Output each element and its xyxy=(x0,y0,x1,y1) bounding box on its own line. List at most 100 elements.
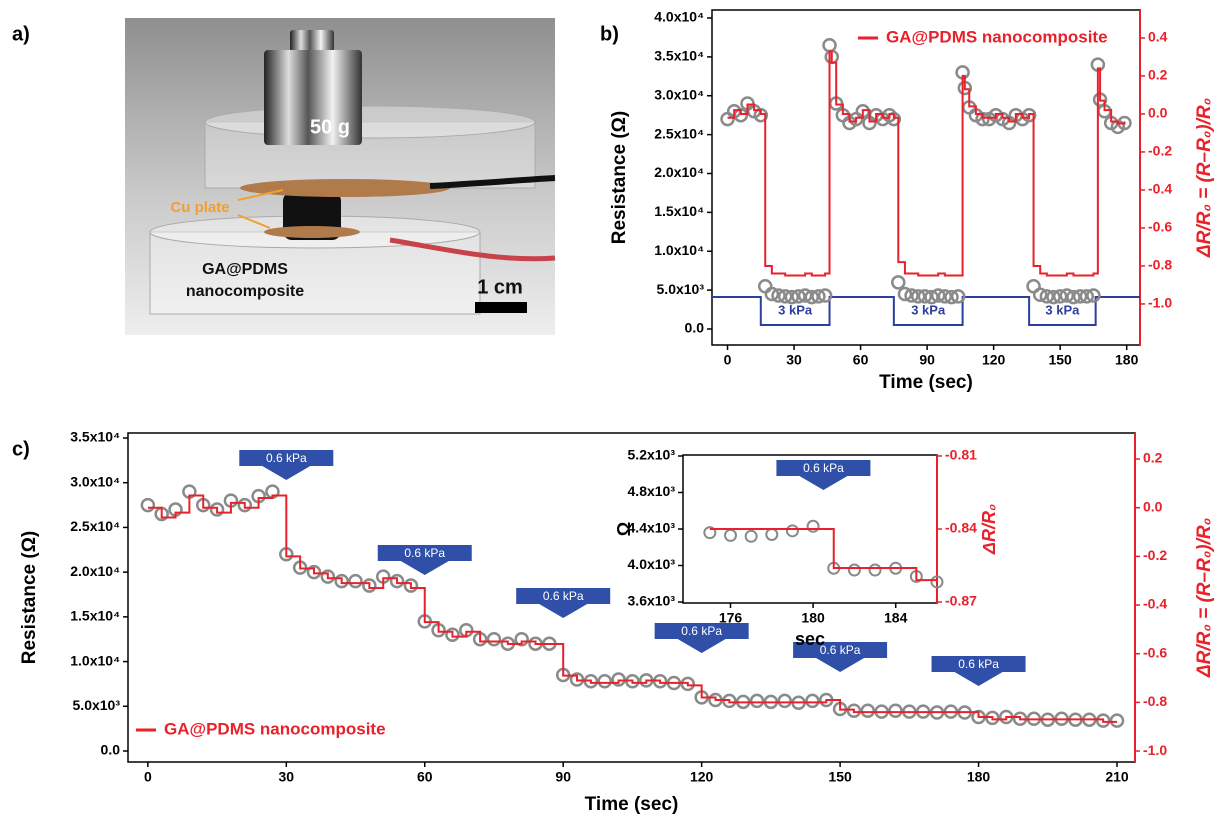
panel-label: c) xyxy=(12,438,30,460)
y-tick-label: 2.5x10⁴ xyxy=(70,518,120,534)
y-tick-label: 1.5x10⁴ xyxy=(654,203,704,219)
data-point xyxy=(868,563,882,577)
y-tick-label: 3.0x10⁴ xyxy=(70,473,120,489)
data-point xyxy=(917,289,933,304)
data-point xyxy=(403,578,419,593)
pressure-line xyxy=(712,296,1140,326)
annotation: 3 kPa xyxy=(1045,302,1080,317)
y-tick-label: 4.0x10⁴ xyxy=(654,9,704,25)
y2-tick-label: 0.0 xyxy=(1143,498,1163,514)
cu-plate-upper xyxy=(240,179,450,197)
data-point xyxy=(389,573,405,589)
data-point xyxy=(486,631,502,647)
y2-tick-label: -0.2 xyxy=(1143,547,1167,563)
y2-tick-label: -1.0 xyxy=(1148,295,1172,311)
x-tick-label: 176 xyxy=(719,610,743,626)
y2-tick-label: -0.6 xyxy=(1143,644,1167,660)
data-point xyxy=(846,703,862,719)
data-point xyxy=(1039,289,1055,304)
data-point xyxy=(785,524,799,538)
y2-tick-label: -0.6 xyxy=(1148,219,1172,235)
data-point xyxy=(611,672,626,687)
data-point xyxy=(140,497,156,513)
y2-tick-label: 0.4 xyxy=(1148,29,1168,45)
pressure-arrow xyxy=(793,642,888,672)
data-line xyxy=(709,528,937,582)
upper-dish-rim xyxy=(204,105,536,139)
data-point xyxy=(362,578,377,593)
cu-label: Cu plate xyxy=(170,199,229,216)
data-point xyxy=(1072,289,1088,304)
y2-tick-label: -0.87 xyxy=(945,593,977,609)
legend-label: GA@PDMS nanocomposite xyxy=(164,719,386,738)
x-tick-label: 120 xyxy=(690,769,714,785)
data-line xyxy=(727,50,1126,277)
data-point xyxy=(237,497,253,513)
y2-tick-label: -0.2 xyxy=(1148,143,1172,159)
data-point xyxy=(445,627,460,642)
data-point xyxy=(320,569,336,584)
y2-tick-label: -0.4 xyxy=(1148,181,1172,197)
x-tick-label: 150 xyxy=(828,769,852,785)
annotation: 0.6 kPa xyxy=(958,657,999,671)
y-tick-label: 1.0x10⁴ xyxy=(654,242,704,258)
leader-line xyxy=(237,189,284,201)
data-point xyxy=(1079,289,1095,304)
data-point xyxy=(944,289,959,305)
data-point xyxy=(749,693,765,709)
x-tick-label: 60 xyxy=(417,769,433,785)
x-axis-title: Time (sec) xyxy=(879,372,973,393)
annotation: 0.6 kPa xyxy=(266,451,307,465)
x-tick-label: 60 xyxy=(853,352,869,368)
data-point xyxy=(904,288,919,303)
y-tick-label: 3.0x10⁴ xyxy=(654,86,704,102)
data-point xyxy=(860,703,876,719)
data-point xyxy=(791,289,806,304)
x-tick-label: 0 xyxy=(144,769,152,785)
y-axis-title: Resistance (Ω) xyxy=(609,111,630,245)
sample-label: nanocomposite xyxy=(186,283,304,300)
photo: 50 g Cu plate GA@PDMS nanocomposite 1 cm xyxy=(125,18,556,335)
data-point xyxy=(680,676,696,692)
data-point xyxy=(306,564,322,580)
data-point xyxy=(771,288,786,303)
data-point xyxy=(847,563,861,577)
data-point xyxy=(1109,713,1125,728)
data-point xyxy=(817,288,833,303)
data-point xyxy=(888,703,903,719)
data-line xyxy=(147,494,1117,723)
data-point xyxy=(897,286,913,302)
red-wire xyxy=(389,237,556,262)
weight-body xyxy=(264,50,362,145)
data-point xyxy=(569,672,585,687)
pressure-arrow xyxy=(931,656,1026,686)
scale-bar xyxy=(475,302,527,313)
weight-label: 50 g xyxy=(310,116,350,138)
data-point xyxy=(1046,289,1061,305)
data-point xyxy=(777,693,792,709)
y2-tick-label: -1.0 xyxy=(1143,742,1167,758)
y-tick-label: 3.5x10⁴ xyxy=(654,48,704,64)
y-tick-label: 4.0x10³ xyxy=(628,556,676,572)
y-tick-label: 0.0 xyxy=(685,320,705,336)
data-point xyxy=(209,502,225,517)
y2-tick-label: -0.8 xyxy=(1148,257,1172,273)
x-tick-label: 210 xyxy=(1105,769,1129,785)
pressure-arrow xyxy=(654,623,749,653)
y2-axis-title: ΔR/R₀ = (R–R₀)/R₀ xyxy=(1194,518,1215,678)
data-point xyxy=(764,286,780,302)
y2-axis-title: ΔR/R₀ = (R–R₀)/R₀ xyxy=(1194,98,1215,258)
annotation: 0.6 kPa xyxy=(404,546,445,560)
y-tick-label: 2.5x10⁴ xyxy=(654,125,704,141)
data-point xyxy=(744,529,758,543)
data-point xyxy=(784,289,800,305)
data-point xyxy=(334,573,349,589)
data-point xyxy=(910,289,926,304)
panel-label: b) xyxy=(600,23,619,45)
y-tick-label: 4.8x10³ xyxy=(628,483,676,499)
x-tick-label: 120 xyxy=(982,352,1006,368)
weight-knob xyxy=(290,30,334,52)
data-point xyxy=(950,289,966,304)
